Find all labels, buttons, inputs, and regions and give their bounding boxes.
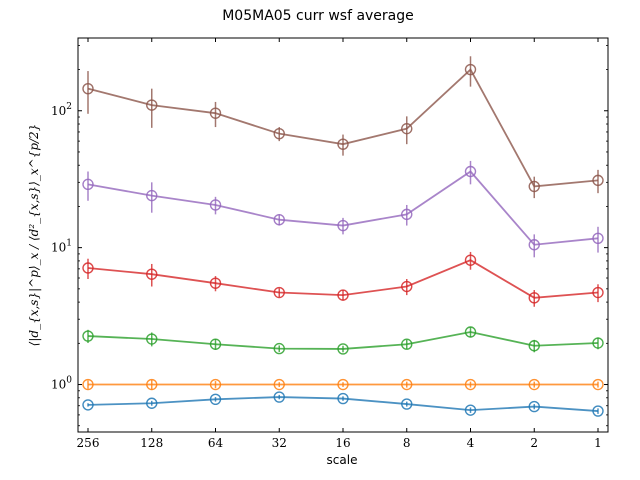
x-tick-label: 1 xyxy=(594,436,602,450)
data-point xyxy=(528,400,540,413)
x-tick-label: 2 xyxy=(530,436,538,450)
data-point xyxy=(592,232,604,245)
data-point xyxy=(273,391,285,403)
data-point xyxy=(82,399,94,411)
x-axis: 256 128 64 32 16 8 4 2 1 xyxy=(77,38,602,450)
data-point xyxy=(82,82,94,95)
data-point xyxy=(337,392,349,405)
y-axis-label: ⟨|d_{x,s}|^p⟩_x / ⟨d²_{x,s}⟩_x^{p/2} xyxy=(27,124,41,347)
data-point xyxy=(401,398,413,410)
data-point xyxy=(592,337,604,349)
data-point xyxy=(82,330,94,342)
data-point xyxy=(592,174,604,187)
data-point xyxy=(209,338,222,350)
data-point xyxy=(401,378,413,391)
data-point xyxy=(464,404,477,416)
series-2 xyxy=(82,326,604,355)
y-tick-label: 102 xyxy=(51,102,72,118)
data-point xyxy=(337,219,349,232)
data-point xyxy=(82,262,94,274)
data-point xyxy=(146,99,158,111)
x-axis-label: scale xyxy=(327,453,358,467)
data-point xyxy=(146,378,158,391)
data-point xyxy=(592,378,604,391)
data-point xyxy=(209,107,222,119)
data-point xyxy=(464,378,477,391)
data-point xyxy=(528,239,540,251)
y-tick-label: 101 xyxy=(51,239,72,255)
series-4 xyxy=(82,160,604,258)
data-point xyxy=(337,343,349,355)
data-point xyxy=(146,333,158,345)
data-point xyxy=(528,378,540,391)
y-tick-label: 100 xyxy=(51,376,72,392)
data-point xyxy=(401,280,413,293)
data-point xyxy=(273,342,285,355)
data-point xyxy=(464,326,477,338)
data-point xyxy=(209,393,222,405)
x-tick-label: 64 xyxy=(208,436,224,450)
data-point xyxy=(146,268,158,280)
series-3 xyxy=(82,251,604,307)
data-point xyxy=(528,292,540,304)
data-point xyxy=(146,189,158,202)
series-line xyxy=(87,68,599,188)
y-axis: 100 101 102 xyxy=(51,45,608,427)
data-point xyxy=(337,289,349,301)
data-point xyxy=(401,208,413,221)
x-tick-label: 128 xyxy=(140,436,163,450)
data-point xyxy=(273,213,285,226)
series-0 xyxy=(82,391,604,417)
chart-title: M05MA05 curr wsf average xyxy=(222,8,414,24)
data-point xyxy=(82,178,94,191)
x-tick-label: 32 xyxy=(272,436,287,450)
data-point xyxy=(273,286,285,299)
data-point xyxy=(273,127,285,140)
x-tick-label: 4 xyxy=(467,436,475,450)
data-point xyxy=(592,286,604,299)
data-point xyxy=(528,180,540,193)
series-1 xyxy=(82,378,604,391)
data-point xyxy=(82,378,94,391)
series-5 xyxy=(82,56,604,199)
data-point xyxy=(273,378,285,391)
series-layer xyxy=(82,56,604,417)
x-tick-label: 16 xyxy=(335,436,350,450)
data-point xyxy=(209,199,222,211)
data-point xyxy=(209,277,222,289)
data-point xyxy=(464,63,477,76)
x-tick-label: 8 xyxy=(403,436,411,450)
x-tick-label: 256 xyxy=(77,436,100,450)
data-point xyxy=(209,378,222,391)
data-point xyxy=(401,338,413,350)
data-point xyxy=(464,165,477,178)
data-point xyxy=(592,405,604,417)
data-point xyxy=(401,122,413,135)
data-point xyxy=(464,254,477,266)
data-point xyxy=(528,340,540,352)
data-point xyxy=(146,397,158,409)
data-point xyxy=(337,138,349,150)
plot-frame xyxy=(77,37,609,433)
data-point xyxy=(337,378,349,391)
